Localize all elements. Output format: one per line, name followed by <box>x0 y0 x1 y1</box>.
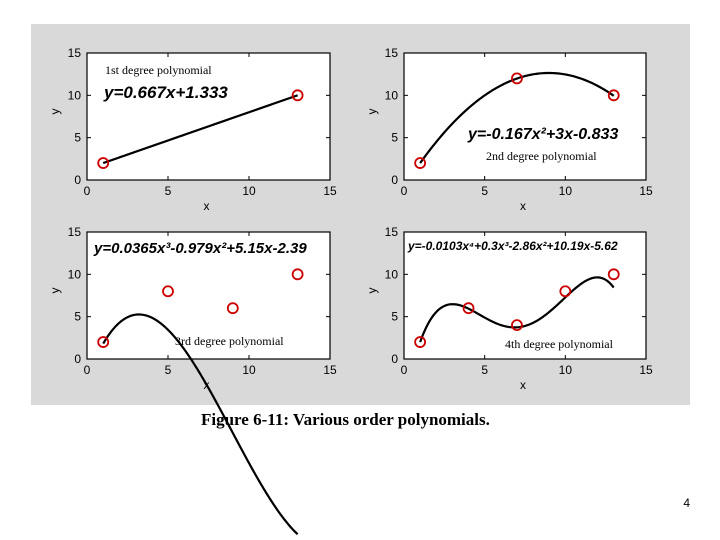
y-axis-label: y <box>48 109 62 115</box>
y-tick-label: 15 <box>385 46 399 60</box>
chart-4: 0 5 10 15 0 5 10 15 x y 4th degree polynomial y=-0.… <box>365 225 653 392</box>
chart-equation: y=-0.0103x⁴+0.3x³-2.86x²+10.19x-5.62 <box>407 239 618 253</box>
x-tick-label: 15 <box>323 184 337 198</box>
y-tick-label: 5 <box>74 131 81 145</box>
chart-equation: y=0.0365x³-0.979x²+5.15x-2.39 <box>93 240 307 257</box>
y-tick-label: 15 <box>385 225 399 239</box>
x-tick-label: 10 <box>242 363 256 377</box>
x-tick-label: 15 <box>639 363 653 377</box>
y-tick-label: 15 <box>68 46 82 60</box>
data-point <box>462 302 475 315</box>
data-point <box>511 319 523 332</box>
x-axis-label: x <box>204 199 210 213</box>
x-tick-label: 10 <box>242 184 256 198</box>
chart-1: 0 5 10 15 0 5 10 15 x y 1st degree polynomial y=0.6… <box>48 46 337 213</box>
plot-area <box>86 52 331 181</box>
data-point <box>607 89 620 102</box>
chart-2: 0 5 10 15 0 5 10 15 x y 2nd degree polynomial y=-0.… <box>365 46 653 213</box>
chart-title: 3rd degree polynomial <box>175 334 284 348</box>
x-tick-label: 15 <box>323 363 337 377</box>
x-tick-label: 0 <box>401 363 408 377</box>
y-tick-label: 15 <box>68 225 82 239</box>
x-axis-label: x <box>520 378 526 392</box>
chart-title: 1st degree polynomial <box>105 63 212 77</box>
x-tick-label: 5 <box>481 184 488 198</box>
data-point <box>414 157 427 169</box>
x-tick-label: 10 <box>559 184 573 198</box>
data-point <box>97 157 110 169</box>
data-point <box>291 89 304 102</box>
chart-equation: y=-0.167x²+3x-0.833 <box>467 126 618 143</box>
y-axis-label: y <box>48 288 62 294</box>
x-tick-label: 15 <box>639 184 653 198</box>
y-tick-label: 0 <box>391 352 398 366</box>
figure-caption: Figure 6-11: Various order polynomials. <box>31 410 690 430</box>
data-point <box>226 302 239 315</box>
plot-area <box>86 231 331 360</box>
series-line <box>419 276 615 343</box>
x-tick-label: 5 <box>165 363 172 377</box>
series-line <box>419 71 615 164</box>
y-tick-label: 10 <box>68 88 82 102</box>
data-point <box>414 336 427 348</box>
y-tick-label: 5 <box>391 310 398 324</box>
data-point <box>559 285 572 298</box>
data-point <box>162 285 174 298</box>
x-tick-label: 0 <box>84 184 91 198</box>
y-tick-label: 10 <box>68 267 82 281</box>
page-number: 4 <box>683 496 690 510</box>
plot-area <box>403 231 647 360</box>
plot-area <box>403 52 647 181</box>
series-line <box>102 94 298 165</box>
data-point <box>607 268 620 281</box>
y-tick-label: 0 <box>74 173 81 187</box>
x-tick-label: 5 <box>165 184 172 198</box>
data-point <box>511 72 523 85</box>
x-tick-label: 5 <box>481 363 488 377</box>
chart-title: 2nd degree polynomial <box>486 149 597 163</box>
figure-caption-text: Figure 6-11: Various order polynomials. <box>201 410 490 429</box>
x-tick-label: 0 <box>84 363 91 377</box>
y-tick-label: 0 <box>391 173 398 187</box>
chart-equation: y=0.667x+1.333 <box>103 83 228 102</box>
y-tick-label: 5 <box>391 131 398 145</box>
y-axis-label: y <box>365 288 379 294</box>
y-tick-label: 5 <box>74 310 81 324</box>
data-point <box>97 336 110 348</box>
y-tick-label: 10 <box>385 267 399 281</box>
y-tick-label: 10 <box>385 88 399 102</box>
chart-title: 4th degree polynomial <box>505 337 614 351</box>
y-tick-label: 0 <box>74 352 81 366</box>
x-tick-label: 0 <box>401 184 408 198</box>
x-axis-label: x <box>520 199 526 213</box>
series-line <box>102 313 299 536</box>
y-axis-label: y <box>365 109 379 115</box>
x-tick-label: 10 <box>559 363 573 377</box>
data-point <box>291 268 304 281</box>
